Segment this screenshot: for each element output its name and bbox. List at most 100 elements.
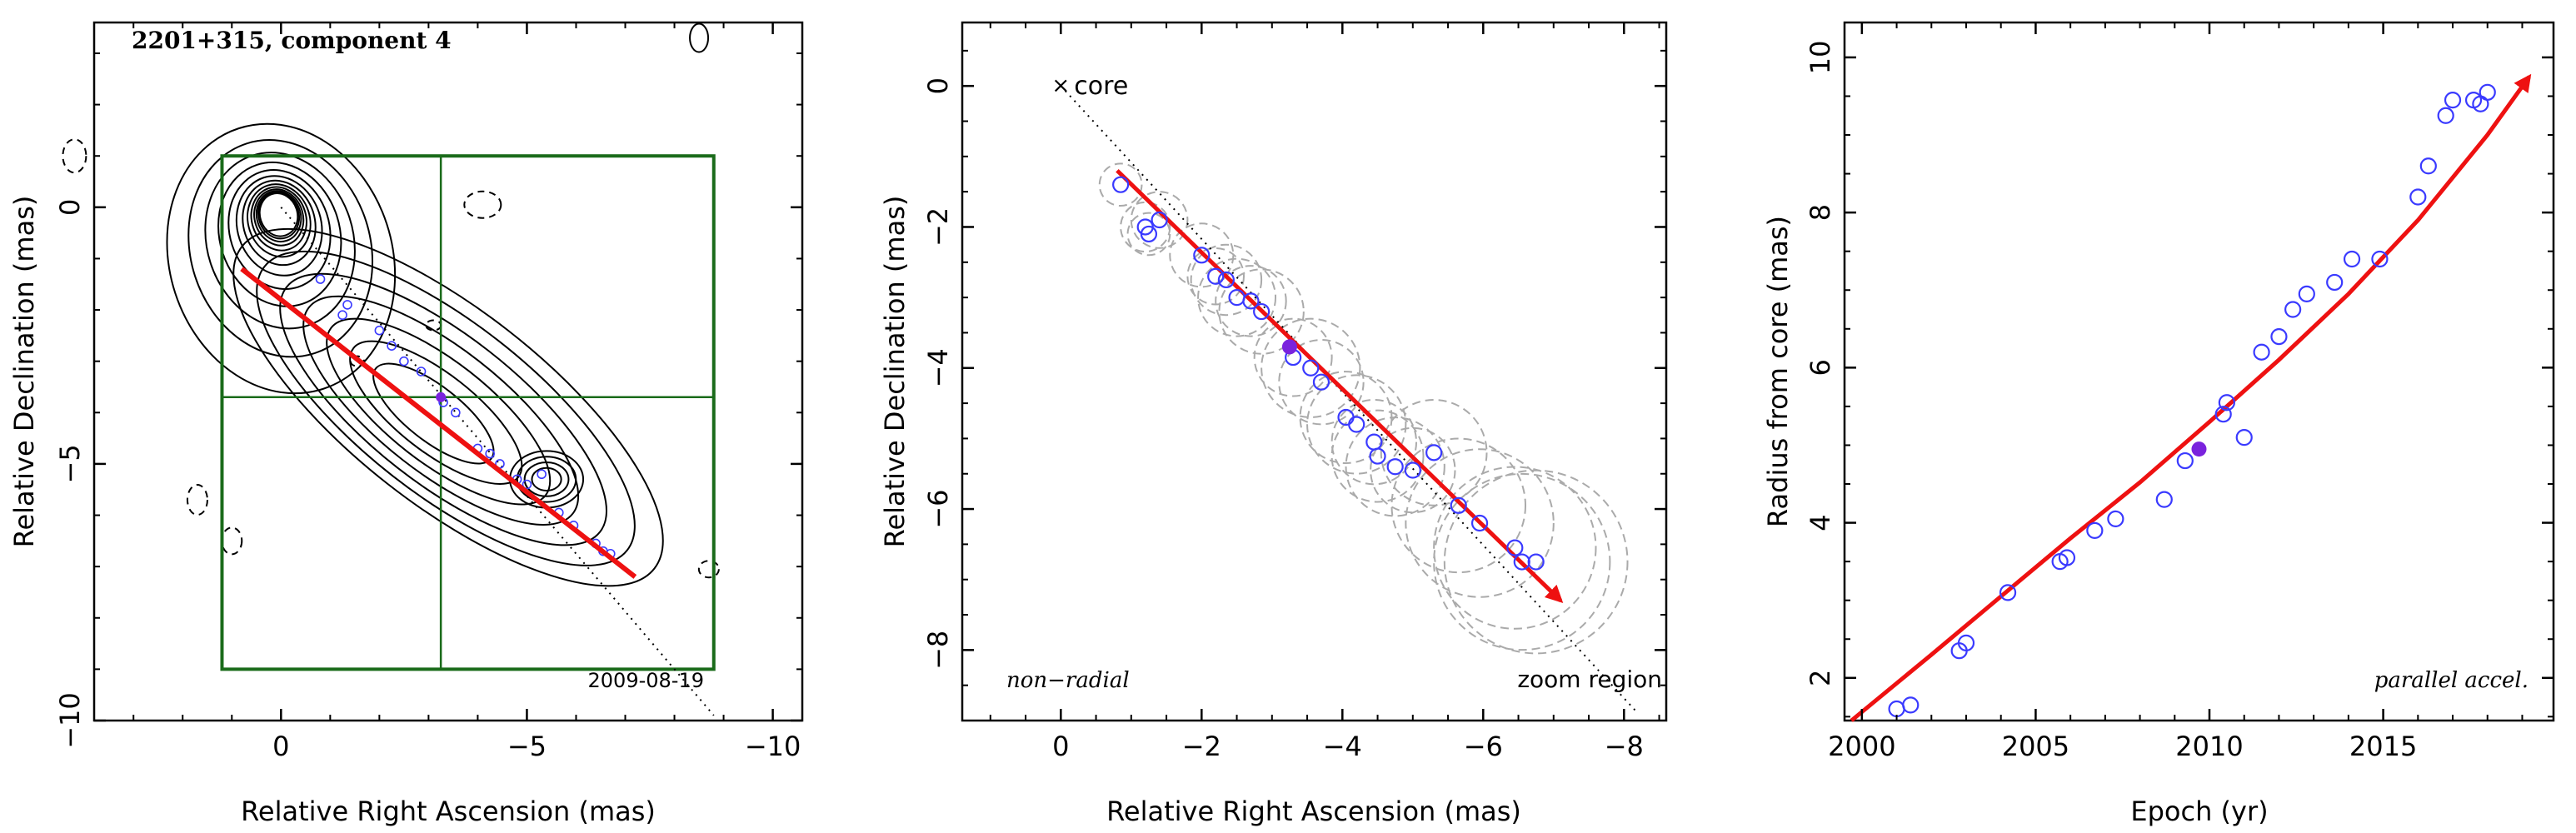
x-tick-label: 0 (272, 731, 289, 762)
component-position (1302, 359, 1320, 377)
contour-line (257, 191, 301, 240)
component-size-circle (1330, 409, 1425, 503)
negative-contour (463, 190, 502, 219)
component-position (1193, 247, 1211, 264)
plot-frame (1843, 21, 2555, 722)
y-tick-label: −6 (922, 489, 954, 528)
contour-line (531, 466, 562, 491)
data-point (2214, 406, 2232, 423)
data-point (2444, 92, 2462, 109)
component-size-circle (1120, 201, 1171, 253)
x-tick-label: −4 (1323, 731, 1362, 762)
component-size-circle (1330, 398, 1418, 486)
radius-vs-epoch-panel: 2000 2005 2010 2015 2 4 6 8 10 parallel accel. E… (1762, 21, 2555, 827)
component-size-circle (1218, 268, 1305, 355)
x-tick-label: −6 (1464, 731, 1503, 762)
data-point (1902, 696, 1920, 714)
contour-line (279, 272, 607, 546)
contour-line (242, 179, 317, 267)
acceleration-fit-curve (1850, 73, 2532, 722)
component-size-circle (1130, 191, 1189, 249)
contour-line (326, 317, 552, 506)
component-position (1312, 373, 1330, 391)
data-point (2253, 343, 2270, 361)
component-position (1506, 539, 1524, 556)
panel-1-marks: 0 −5 −10 0 −5 −10 (54, 22, 802, 762)
reference-epoch-point (2191, 441, 2207, 457)
motion-vector (1116, 168, 1564, 604)
component-position (1450, 496, 1467, 514)
component-size-circle (1278, 338, 1365, 426)
data-point (1957, 634, 1975, 651)
y-tick-label: 2 (1805, 670, 1836, 686)
data-point (2235, 429, 2253, 446)
component-position (1207, 267, 1225, 285)
component-position (1527, 553, 1545, 571)
contour-line (250, 186, 307, 252)
component-size-circle (1306, 374, 1407, 475)
component-size-circle (1390, 437, 1526, 574)
data-point (2371, 250, 2389, 268)
y-tick-label: 6 (1805, 359, 1836, 376)
data-point (2107, 510, 2124, 528)
x-tick-label: 0 (1052, 731, 1069, 762)
x-tick-label: 2010 (2175, 731, 2243, 762)
component-position (1404, 461, 1421, 479)
component-size-circle (1433, 466, 1597, 630)
zoom-region-box (220, 154, 716, 671)
contour-line (247, 183, 312, 258)
contour-line (349, 340, 523, 485)
component-position (1365, 433, 1383, 451)
component-position (342, 300, 352, 310)
plot-frame (961, 21, 1668, 722)
y-tick-label: −5 (54, 444, 86, 483)
x-tick-label: −2 (1182, 731, 1221, 762)
x-tick-label: −5 (507, 731, 547, 762)
negative-contour (425, 319, 442, 332)
panel-3-marks: 2000 2005 2010 2015 2 4 6 8 10 (1805, 22, 2554, 762)
x-tick-label: −8 (1605, 731, 1644, 762)
component-position (1217, 271, 1235, 289)
zoom-region-panel: × core 0 −2 −4 −6 −8 0 −2 −4 −6 −8 non−radial zoom … (879, 21, 1668, 827)
contour-line (689, 22, 710, 53)
component-position (1140, 225, 1158, 243)
panel-3-ylabel: Radius from core (mas) (1762, 216, 1794, 527)
contour-line (258, 192, 299, 237)
negative-contour (221, 526, 243, 556)
panel-2-ylabel: Relative Declination (mas) (879, 196, 911, 548)
contour-line (235, 175, 323, 277)
component-size-circle (1253, 317, 1333, 397)
radio-contours (62, 22, 720, 587)
component-position (387, 341, 397, 351)
panel-1-xlabel: Relative Right Ascension (mas) (241, 796, 656, 827)
component-position (1228, 289, 1246, 307)
panel-1-ylabel: Relative Declination (mas) (8, 196, 40, 548)
reference-epoch-point (436, 392, 447, 402)
component-position (1348, 416, 1365, 433)
core-label: core (1074, 72, 1128, 101)
contour-line (516, 456, 577, 503)
y-tick-label: −2 (922, 207, 954, 247)
component-position (451, 407, 461, 418)
component-size-circle (1098, 162, 1143, 207)
data-point (2086, 521, 2104, 539)
component-position (416, 367, 427, 377)
y-tick-label: 4 (1805, 514, 1836, 531)
contour-line (166, 122, 397, 395)
component-position (1151, 211, 1168, 229)
y-tick-label: 8 (1805, 204, 1836, 221)
contour-line (232, 227, 664, 587)
data-point (2409, 188, 2427, 206)
component-size-circle (1261, 317, 1361, 418)
component-position (399, 356, 409, 367)
component-size-circle (1126, 212, 1171, 257)
component-size-circle (1370, 426, 1456, 514)
contour-line (255, 190, 302, 242)
panel-2-right-annotation: zoom region (1517, 666, 1662, 693)
contour-line (523, 461, 570, 497)
component-position (537, 469, 547, 480)
data-point (2437, 107, 2454, 124)
contour-map-panel: 0 −5 −10 0 −5 −10 2201+315, component 4 2009-… (8, 21, 804, 827)
negative-contour (186, 484, 208, 516)
